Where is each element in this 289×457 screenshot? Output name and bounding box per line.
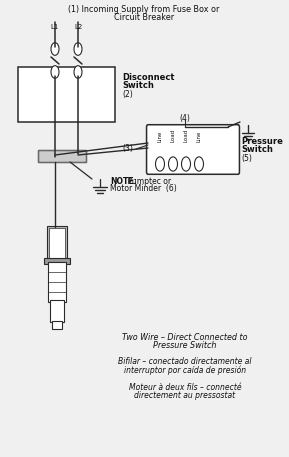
Bar	[50, 300, 64, 322]
Text: Bifilar – conectado directamente al: Bifilar – conectado directamente al	[118, 357, 252, 367]
Text: (4): (4)	[179, 115, 190, 123]
Text: (1) Incoming Supply from Fuse Box or: (1) Incoming Supply from Fuse Box or	[68, 5, 220, 14]
Bar	[52, 321, 62, 329]
Circle shape	[51, 66, 59, 78]
FancyBboxPatch shape	[147, 125, 240, 174]
Circle shape	[194, 157, 203, 171]
Bar	[44, 258, 70, 264]
Text: (2): (2)	[122, 90, 133, 99]
Text: interruptor por caída de presión: interruptor por caída de presión	[124, 365, 246, 375]
Text: Switch: Switch	[241, 145, 273, 154]
Text: directement au pressostat: directement au pressostat	[134, 390, 236, 399]
Text: (5): (5)	[241, 154, 252, 163]
Text: Pressure Switch: Pressure Switch	[153, 341, 217, 351]
Text: Load: Load	[171, 129, 175, 142]
Text: L1: L1	[51, 24, 59, 30]
Text: Pressure: Pressure	[241, 138, 283, 147]
Bar	[48, 262, 66, 302]
Text: Motor Minder  (6): Motor Minder (6)	[110, 185, 177, 193]
Circle shape	[74, 66, 82, 78]
Circle shape	[181, 157, 190, 171]
Circle shape	[168, 157, 177, 171]
Text: Pumptec or: Pumptec or	[125, 176, 171, 186]
Text: Line: Line	[197, 131, 201, 142]
Text: Load: Load	[184, 129, 188, 142]
Bar	[18, 67, 115, 122]
Circle shape	[51, 43, 59, 55]
Text: Disconnect: Disconnect	[122, 73, 175, 81]
Bar	[47, 226, 67, 261]
Text: Two Wire – Direct Connected to: Two Wire – Direct Connected to	[122, 333, 248, 341]
Text: (3): (3)	[123, 144, 134, 154]
Text: Moteur à deux fils – connecté: Moteur à deux fils – connecté	[129, 383, 241, 392]
Text: Circuit Breaker: Circuit Breaker	[114, 12, 174, 21]
Text: Switch: Switch	[122, 80, 154, 90]
Circle shape	[155, 157, 164, 171]
Circle shape	[74, 43, 82, 55]
Text: Line: Line	[158, 131, 162, 142]
Bar	[38, 150, 86, 162]
Bar	[49, 228, 65, 259]
Bar	[38, 150, 86, 162]
Text: NOTE:: NOTE:	[110, 176, 137, 186]
Text: L2: L2	[74, 24, 82, 30]
